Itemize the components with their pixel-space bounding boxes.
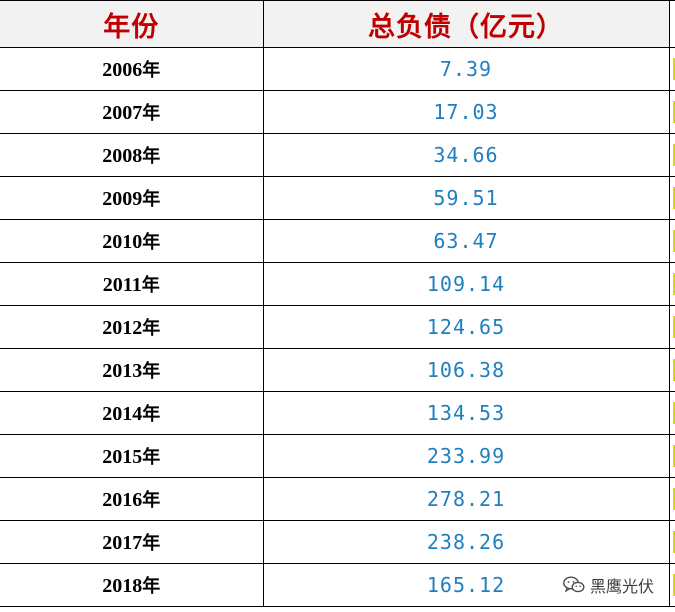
watermark-text: 黑鹰光伏 [589,577,654,596]
year-cell[interactable]: 2006年 [0,47,264,91]
table-row: 2014年 134.53 [0,391,675,435]
year-value: 2013 [102,360,143,382]
year-value: 2018 [102,575,143,597]
year-cell[interactable]: 2011年 [0,262,264,306]
year-suffix: 年 [142,361,161,382]
year-suffix: 年 [142,576,161,597]
adjacent-column-cell[interactable] [669,0,675,48]
total-debt-cell[interactable]: 34.66 [263,133,670,177]
year-suffix: 年 [142,318,161,339]
year-suffix: 年 [141,275,160,296]
year-cell[interactable]: 2008年 [0,133,264,177]
year-value: 2016 [102,489,143,511]
year-suffix: 年 [142,533,161,554]
adjacent-column-cell[interactable] [669,563,675,607]
year-value: 2009 [102,188,143,210]
total-debt-cell[interactable]: 17.03 [263,90,670,134]
year-suffix: 年 [142,60,161,81]
total-debt-cell[interactable]: 106.38 [263,348,670,392]
year-value: 2007 [102,102,143,124]
year-value: 2008 [102,145,143,167]
year-cell[interactable]: 2015年 [0,434,264,478]
total-debt-cell[interactable]: 238.26 [263,520,670,564]
year-cell[interactable]: 2012年 [0,305,264,349]
total-debt-cell[interactable]: 134.53 [263,391,670,435]
year-value: 2012 [102,317,143,339]
year-cell[interactable]: 2009年 [0,176,264,220]
adjacent-column-cell[interactable] [669,262,675,306]
table-row: 2007年 17.03 [0,90,675,134]
adjacent-column-cell[interactable] [669,305,675,349]
total-debt-cell[interactable]: 124.65 [263,305,670,349]
wechat-icon [563,576,585,594]
watermark: 黑鹰光伏 [559,572,657,598]
table-row: 2017年 238.26 [0,520,675,564]
year-suffix: 年 [142,189,161,210]
adjacent-column-cell[interactable] [669,348,675,392]
total-debt-cell[interactable]: 7.39 [263,47,670,91]
adjacent-column-cell[interactable] [669,219,675,263]
year-cell[interactable]: 2007年 [0,90,264,134]
table-row: 2006年 7.39 [0,47,675,91]
year-value: 2015 [102,446,143,468]
year-value: 2011 [102,274,142,296]
year-value: 2014 [102,403,143,425]
adjacent-column-cell[interactable] [669,133,675,177]
year-cell[interactable]: 2013年 [0,348,264,392]
total-debt-cell[interactable]: 278.21 [263,477,670,521]
year-suffix: 年 [142,447,161,468]
adjacent-column-cell[interactable] [669,90,675,134]
year-value: 2010 [102,231,143,253]
table-row: 2013年 106.38 [0,348,675,392]
year-suffix: 年 [142,490,161,511]
year-cell[interactable]: 2018年 [0,563,264,607]
year-value: 2017 [102,532,143,554]
year-suffix: 年 [142,404,161,425]
adjacent-column-cell[interactable] [669,391,675,435]
year-suffix: 年 [142,232,161,253]
adjacent-column-cell[interactable] [669,477,675,521]
table-row: 2015年 233.99 [0,434,675,478]
table-row: 2009年 59.51 [0,176,675,220]
year-cell[interactable]: 2014年 [0,391,264,435]
year-cell[interactable]: 2010年 [0,219,264,263]
year-header[interactable]: 年份 [0,0,264,48]
table-row: 2016年 278.21 [0,477,675,521]
table-row: 2011年 109.14 [0,262,675,306]
year-value: 2006 [102,59,143,81]
table-row: 2010年 63.47 [0,219,675,263]
adjacent-column-cell[interactable] [669,520,675,564]
year-suffix: 年 [142,103,161,124]
total-debt-cell[interactable]: 63.47 [263,219,670,263]
header-row: 年份 总负债（亿元） [0,0,675,48]
table-row: 2012年 124.65 [0,305,675,349]
year-cell[interactable]: 2017年 [0,520,264,564]
total-debt-cell[interactable]: 233.99 [263,434,670,478]
table-row: 2008年 34.66 [0,133,675,177]
year-cell[interactable]: 2016年 [0,477,264,521]
adjacent-column-cell[interactable] [669,47,675,91]
total-debt-header[interactable]: 总负债（亿元） [263,0,670,48]
adjacent-column-cell[interactable] [669,434,675,478]
total-debt-cell[interactable]: 59.51 [263,176,670,220]
total-debt-cell[interactable]: 109.14 [263,262,670,306]
year-suffix: 年 [142,146,161,167]
adjacent-column-cell[interactable] [669,176,675,220]
